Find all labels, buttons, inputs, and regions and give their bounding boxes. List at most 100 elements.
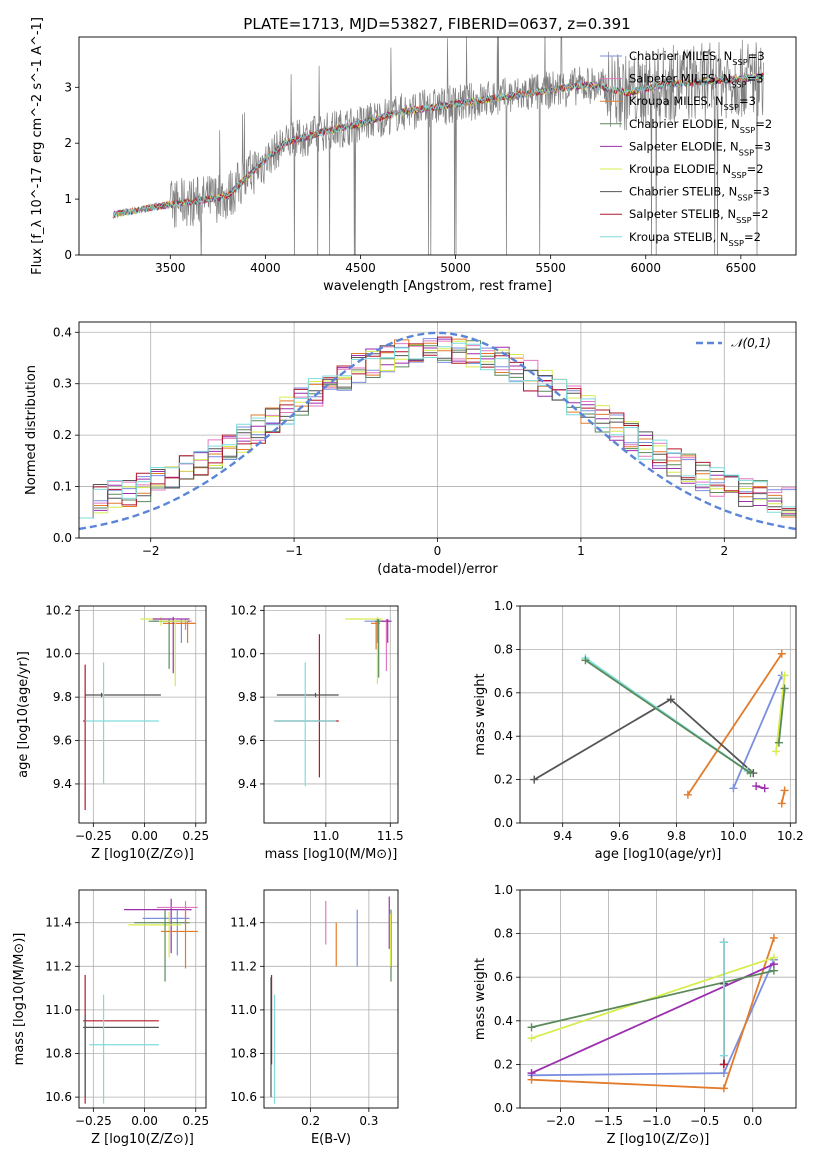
weight-marker	[752, 782, 761, 791]
tick-label-x: −2	[142, 544, 160, 558]
weight-line	[531, 963, 775, 1074]
tick-label-x: 6500	[726, 261, 757, 275]
axes-frame	[78, 36, 797, 256]
axes-frame	[263, 605, 399, 824]
y-axis-label: Normed distribution	[24, 365, 39, 495]
tick-label-x: 0.25	[182, 829, 209, 843]
weight-marker	[774, 738, 783, 747]
weight-marker	[527, 1034, 536, 1043]
tick-label-x: 5500	[535, 261, 566, 275]
legend-model: Kroupa MILES, N	[629, 94, 724, 108]
weight-marker	[780, 684, 789, 693]
y-axis-label: mass weight	[473, 958, 488, 1040]
errorbar-point	[128, 911, 182, 958]
panel-weight-Z: −2.0 −1.5 −1.0 −0.5 0.0 0.0 0.2 0.4 0.6 0.8 1.0 Z […	[473, 883, 797, 1147]
legend-model: Chabrier STELIB, N	[629, 185, 737, 199]
x-axis-label: Z [log10(Z/Z⊙)]	[607, 1132, 710, 1147]
x-axis-label: E(B-V)	[311, 1132, 351, 1147]
normal-curve	[79, 331, 796, 531]
y-axis-label: mass [log10(M/M⊙)]	[12, 933, 27, 1066]
tick-label-y: 1.0	[494, 599, 513, 613]
tick-label-y: 11.4	[45, 916, 72, 930]
tick-label-y: 0.2	[494, 1057, 513, 1071]
x-axis-label: Z [log10(Z/Z⊙)]	[91, 1132, 194, 1147]
weight-marker	[769, 953, 778, 962]
panel-residuals: −2 −1 0 1 2 0.0 0.1 0.2 0.3 0.4 (data-model)/error…	[24, 321, 797, 577]
tick-label-y: 0.0	[53, 531, 72, 545]
errorbar-point	[274, 662, 337, 787]
tick-label-y: 10.0	[230, 647, 257, 661]
tick-label-y: 0.8	[494, 642, 513, 656]
x-axis-label: age [log10(age/yr)]	[595, 847, 722, 862]
weight-marker	[772, 747, 781, 756]
errorbar-point	[83, 1014, 159, 1098]
legend-nssp: 3	[749, 94, 756, 108]
errorbar-point	[142, 909, 190, 956]
weight-marker	[719, 1069, 728, 1078]
legend-model: Chabrier MILES, N	[629, 49, 732, 63]
errorbar-point	[160, 909, 198, 969]
legend-nssp: 3	[756, 72, 763, 86]
weight-line	[687, 653, 783, 796]
weight-marker	[777, 649, 786, 658]
tick-label-x: 4500	[345, 261, 376, 275]
errorbar-point	[152, 616, 190, 674]
tick-label-y: 9.6	[53, 734, 72, 748]
errorbar-point	[85, 662, 159, 784]
tick-label-y: 10.2	[45, 603, 72, 617]
tick-label-y: 9.8	[238, 690, 257, 704]
weight-line	[778, 688, 786, 743]
weight-marker	[719, 1051, 728, 1060]
errorbar-point	[89, 994, 159, 1104]
panel-spectrum: 3500 4000 4500 5000 5500 6000 65000123waveleng…	[30, 17, 797, 294]
legend-label: Chabrier MILES, NSSP=3	[629, 49, 765, 67]
tick-label-x: 2	[720, 544, 728, 558]
tick-label-y: 0.4	[494, 729, 513, 743]
axes-frame	[519, 605, 797, 824]
weight-marker	[760, 784, 769, 793]
tick-label-y: 0.2	[53, 428, 72, 442]
tick-label-x: 6000	[630, 261, 661, 275]
legend-model: Chabrier ELODIE, N	[629, 117, 740, 131]
tick-label-y: 10.6	[45, 1090, 72, 1104]
legend-nssp: 2	[756, 162, 763, 176]
tick-label-y: 0.2	[494, 773, 513, 787]
legend-label: Chabrier STELIB, NSSP=3	[629, 185, 770, 203]
panel-age-mass: 11.0 11.5 9.4 9.6 9.8 10.0 10.2 mass [log10(M/M…	[230, 603, 403, 862]
panel-weight-age: 9.4 9.6 9.8 10.0 10.2 0.0 0.2 0.4 0.6 0.8 1.0 age […	[473, 599, 804, 862]
weight-marker	[780, 786, 789, 795]
weight-marker	[719, 938, 728, 947]
tick-label-x: 4000	[250, 261, 281, 275]
weight-marker	[769, 966, 778, 975]
tick-label-y: 10.0	[45, 647, 72, 661]
tick-label-x: 0.25	[182, 1114, 209, 1128]
tick-label-x: 1	[577, 544, 585, 558]
tick-label-y: 1.0	[494, 883, 513, 897]
legend-model: Kroupa ELODIE, N	[629, 162, 731, 176]
y-axis-label: mass weight	[473, 673, 488, 755]
tick-label-x: −0.25	[75, 1114, 112, 1128]
legend-label: Salpeter ELODIE, NSSP=3	[629, 139, 771, 157]
tick-label-x: 0	[434, 544, 442, 558]
tick-label-x: 10.2	[777, 829, 804, 843]
errorbar-point	[276, 692, 339, 698]
legend-model: Kroupa STELIB, N	[629, 230, 729, 244]
legend-label: Kroupa STELIB, NSSP=2	[629, 230, 761, 248]
tick-label-y: 9.4	[238, 777, 257, 791]
tick-label-x: 0.00	[131, 1114, 158, 1128]
weight-marker	[780, 671, 789, 680]
x-axis-label: (data-model)/error	[377, 562, 498, 577]
chart-panels: 3500 4000 4500 5000 5500 6000 65000123waveleng…	[12, 17, 804, 1147]
panel-mass-Z: −0.25 0.00 0.25 10.6 10.8 11.0 11.2 11.4 Z [log1…	[12, 889, 209, 1147]
tick-label-y: 11.0	[45, 1003, 72, 1017]
plot-area	[79, 331, 796, 531]
tick-label-y: 11.0	[230, 1003, 257, 1017]
plot-area	[530, 649, 789, 808]
y-axis-label: Flux [f_λ 10^-17 erg cm^-2 s^-1 A^-1]	[30, 17, 45, 275]
plot-area	[270, 896, 392, 1104]
tick-label-y: 0.1	[53, 480, 72, 494]
axes-frame	[78, 889, 207, 1109]
panel-age-Z: −0.25 0.00 0.25 9.4 9.6 9.8 10.0 10.2 Z [log10(Z…	[16, 603, 209, 862]
tick-label-x: 0.0	[743, 1114, 762, 1128]
